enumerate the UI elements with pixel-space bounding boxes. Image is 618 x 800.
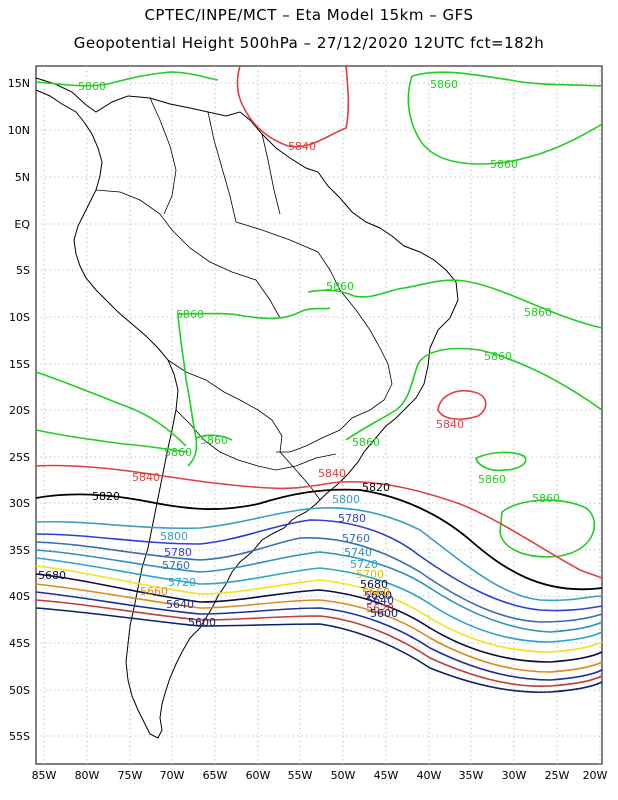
contour-label-5760: 5760 <box>162 559 190 572</box>
contour-label-5800: 5800 <box>332 493 360 506</box>
lat-label: 5S <box>16 264 30 277</box>
contour-label-5680: 5680 <box>38 569 66 582</box>
contour-label-5660: 5660 <box>362 586 390 599</box>
contour-5820 <box>35 488 603 591</box>
contour-5860 <box>35 71 603 558</box>
lon-label: 70W <box>160 769 185 782</box>
contour-label-5680: 5680 <box>364 589 392 602</box>
contour-label-5760: 5760 <box>342 532 370 545</box>
contour-label-5860: 5860 <box>490 158 518 171</box>
map-title-line1: CPTEC/INPE/MCT – Eta Model 15km – GFS <box>144 6 474 24</box>
contour-labels: 5860 5860 5860 5860 5860 5860 5860 5860 … <box>38 78 560 629</box>
contour-label-5720: 5720 <box>350 558 378 571</box>
contour-label-5600: 5600 <box>370 607 398 620</box>
lon-label: 60W <box>246 769 271 782</box>
contour-label-5720: 5720 <box>168 576 196 589</box>
contour-label-5680: 5680 <box>360 578 388 591</box>
lon-label: 75W <box>118 769 143 782</box>
lon-label: 50W <box>331 769 356 782</box>
contour-label-5700: 5700 <box>356 568 384 581</box>
contour-label-5860: 5860 <box>532 492 560 505</box>
contour-label-5860: 5860 <box>352 436 380 449</box>
contour-label-5780: 5780 <box>338 512 366 525</box>
lon-label: 25W <box>545 769 570 782</box>
lat-label: 20S <box>9 404 30 417</box>
lat-label: 15S <box>9 358 30 371</box>
latitude-labels: 15N 10N 5N EQ 5S 10S 15S 20S 25S 30S 35S… <box>8 77 31 743</box>
lon-label: 55W <box>288 769 313 782</box>
contour-label-5820: 5820 <box>92 490 120 503</box>
contour-label-5840: 5840 <box>436 418 464 431</box>
lon-label: 20W <box>583 769 608 782</box>
lon-label: 35W <box>459 769 484 782</box>
lon-label: 45W <box>374 769 399 782</box>
lat-label: 40S <box>9 590 30 603</box>
contour-label-5800: 5800 <box>160 530 188 543</box>
contour-band <box>35 506 603 694</box>
lat-label: 35S <box>9 544 30 557</box>
contour-label-5860: 5860 <box>524 306 552 319</box>
lat-label: 30S <box>9 497 30 510</box>
lat-label: 10N <box>8 124 30 137</box>
contour-label-5840: 5840 <box>288 140 316 153</box>
lon-label: 80W <box>75 769 100 782</box>
contour-label-5640: 5640 <box>166 598 194 611</box>
contour-label-5840: 5840 <box>132 471 160 484</box>
lat-label: 25S <box>9 451 30 464</box>
lon-label: 30W <box>502 769 527 782</box>
lon-label: 85W <box>32 769 57 782</box>
map-title-line2: Geopotential Height 500hPa – 27/12/2020 … <box>73 34 545 52</box>
contour-label-5600: 5600 <box>188 616 216 629</box>
contour-label-5660: 5660 <box>140 585 168 598</box>
country-borders <box>95 97 393 501</box>
lat-label: 15N <box>8 77 30 90</box>
lat-label: 50S <box>9 684 30 697</box>
contour-label-5860: 5860 <box>78 80 106 93</box>
coastline <box>35 77 459 739</box>
lat-label: 5N <box>15 171 30 184</box>
contour-label-5740: 5740 <box>344 546 372 559</box>
contour-label-5840: 5840 <box>318 467 346 480</box>
contour-5840 <box>35 65 603 579</box>
contour-label-5640: 5640 <box>366 594 394 607</box>
lat-label: 55S <box>9 730 30 743</box>
contour-label-5860: 5860 <box>430 78 458 91</box>
contour-label-5820: 5820 <box>362 481 390 494</box>
contour-label-5860: 5860 <box>200 434 228 447</box>
lat-label: EQ <box>14 218 30 231</box>
contour-label-5860: 5860 <box>478 473 506 486</box>
lon-label: 65W <box>203 769 228 782</box>
lat-label: 45S <box>9 637 30 650</box>
longitude-labels: 85W 80W 75W 70W 65W 60W 55W 50W 45W 40W … <box>32 769 608 782</box>
lon-label: 40W <box>417 769 442 782</box>
contour-label-5620: 5620 <box>366 602 394 615</box>
contour-label-5780: 5780 <box>164 546 192 559</box>
contour-label-5860: 5860 <box>164 446 192 459</box>
contour-label-5860: 5860 <box>176 308 204 321</box>
lat-label: 10S <box>9 311 30 324</box>
contour-label-5860: 5860 <box>326 280 354 293</box>
contour-label-5860: 5860 <box>484 350 512 363</box>
